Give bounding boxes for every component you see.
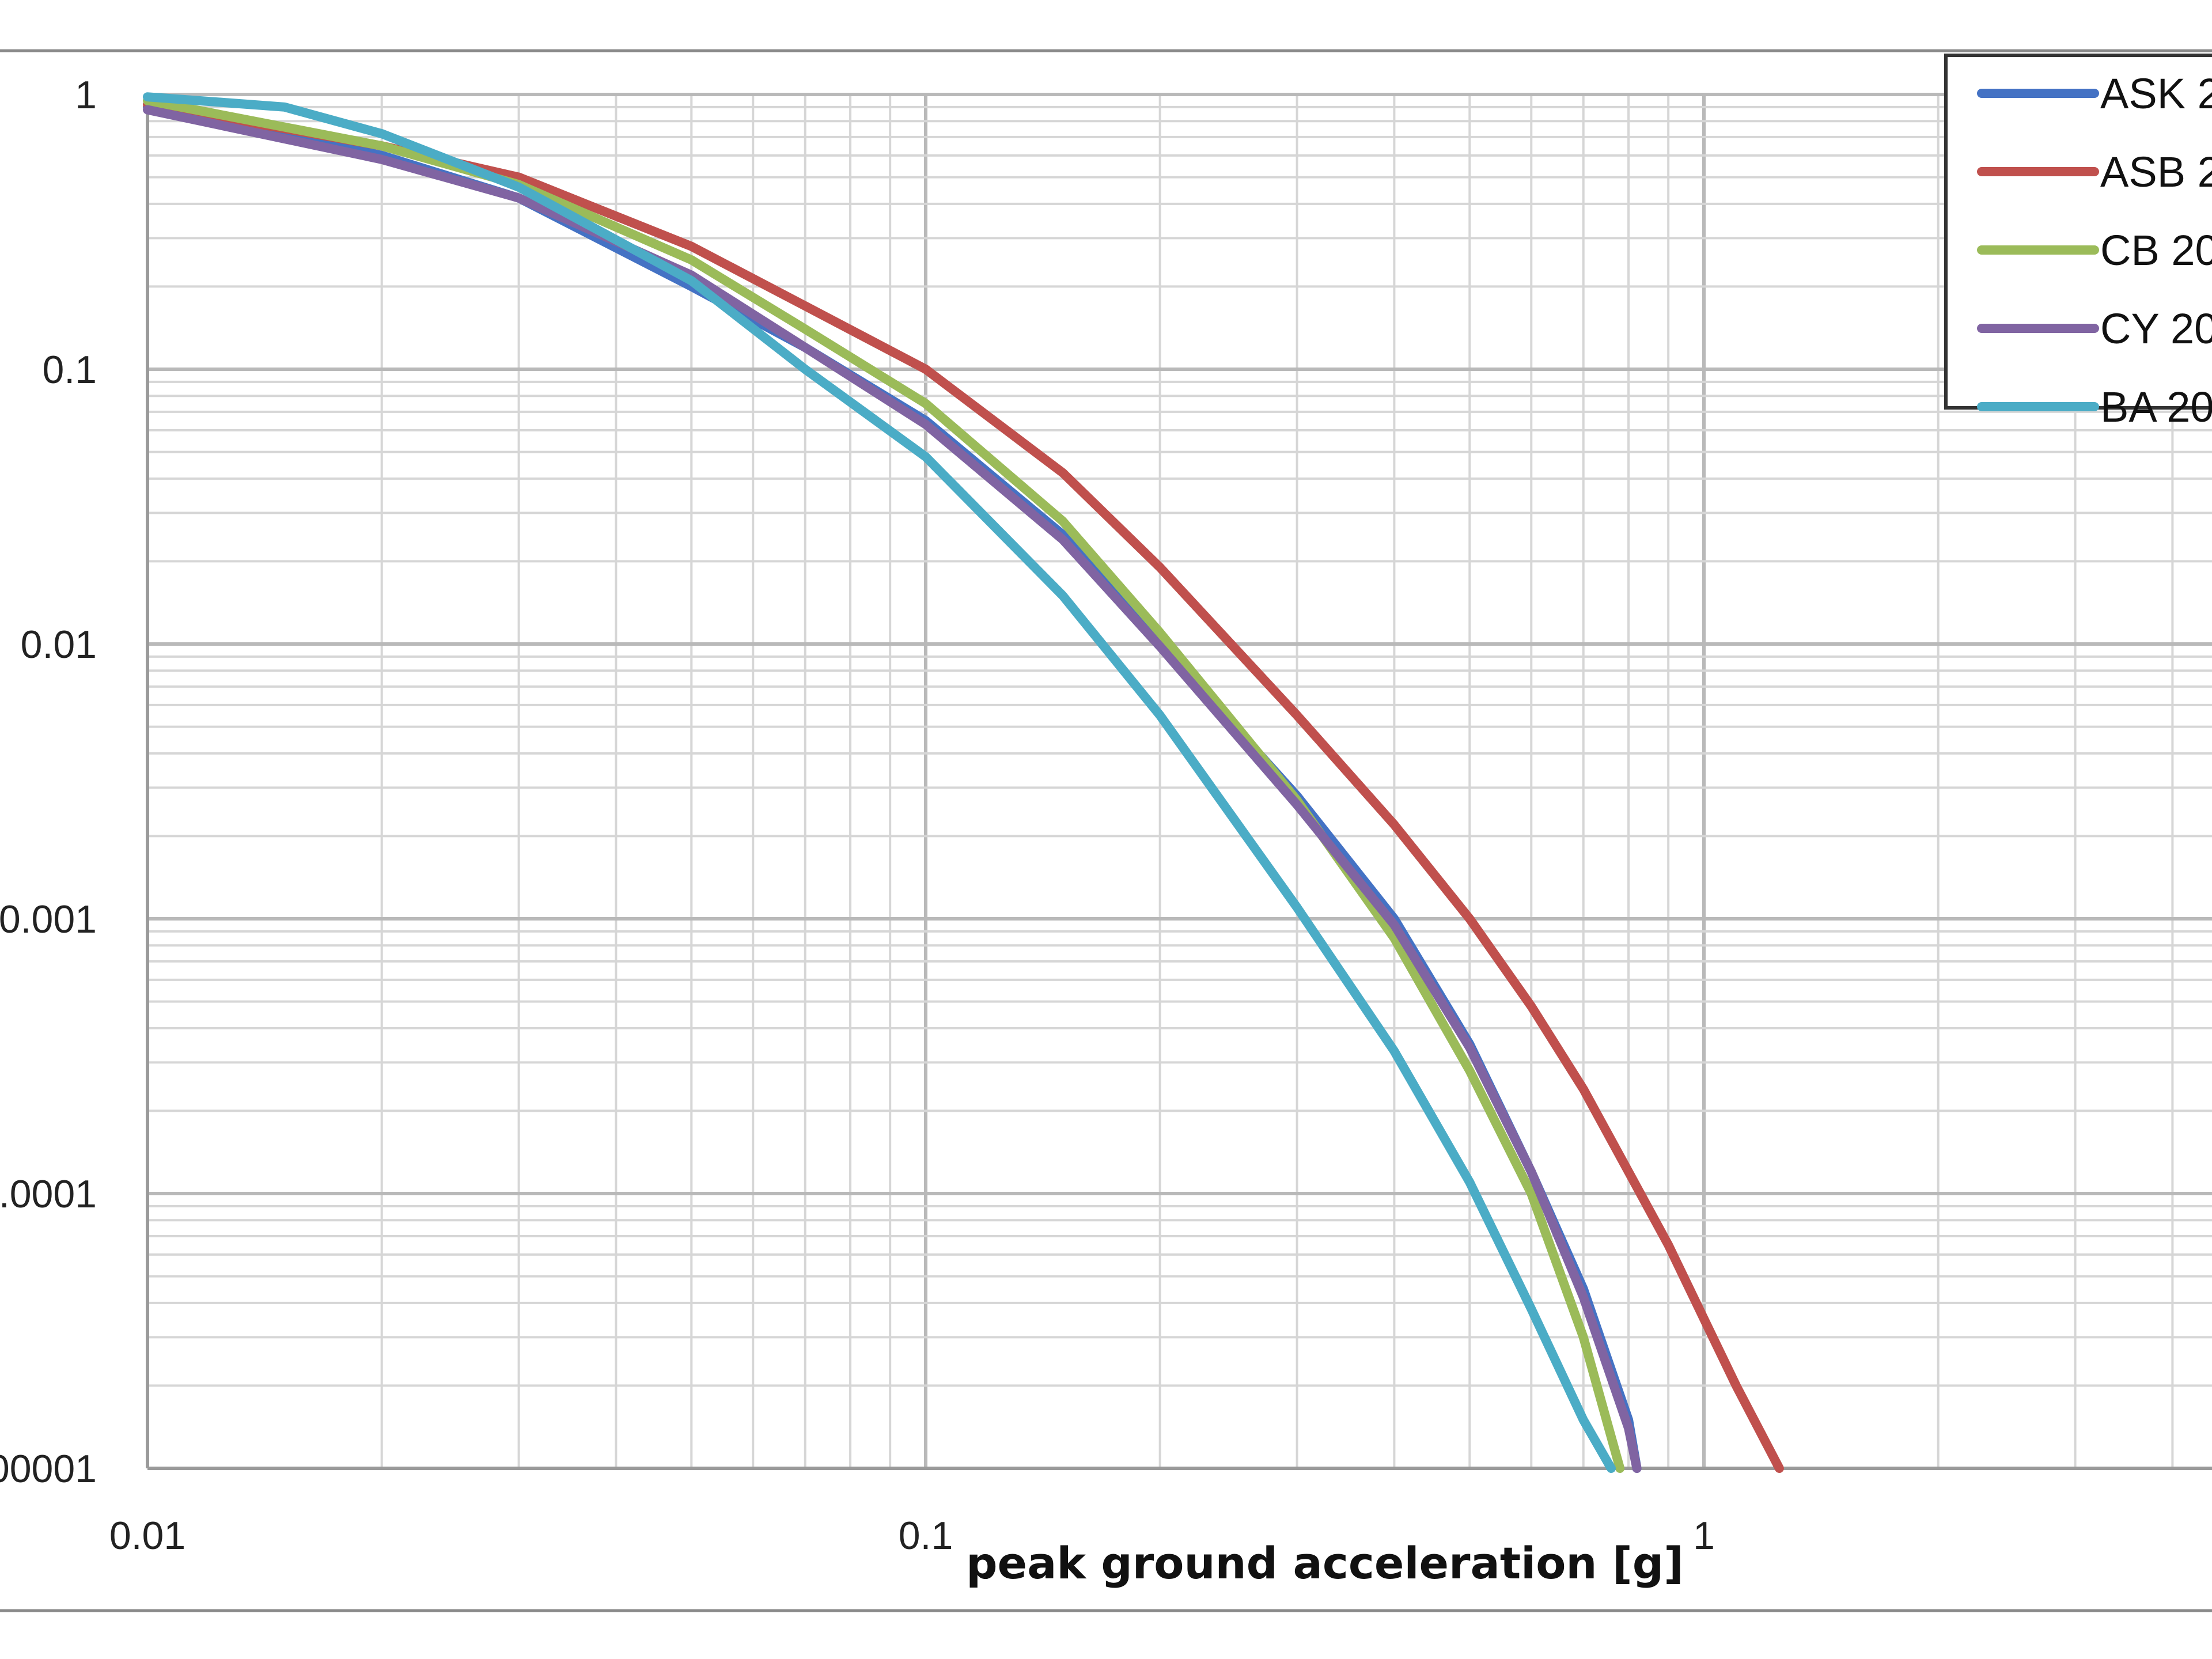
y-tick-label: 0.1 xyxy=(42,348,97,392)
legend-label: BA 20 xyxy=(2100,383,2212,431)
chart-frame xyxy=(0,49,2212,1612)
y-tick-label: 0.001 xyxy=(0,897,97,941)
y-tick-label: 0.00001 xyxy=(0,1447,97,1491)
series-line-3 xyxy=(143,96,1625,1473)
legend: ASK 2 ASB 2 CB 20 CY 20 BA 20 xyxy=(1944,54,2212,431)
tick-labels: 0.01 0.1 1 0.00001 0.0001 0.001 0.01 0.1 1 xyxy=(0,73,1715,1558)
legend-label: CB 20 xyxy=(2100,226,2212,274)
x-tick-label: 1 xyxy=(1693,1514,1715,1558)
series-line-5 xyxy=(143,92,1616,1473)
y-tick-label: 0.01 xyxy=(21,623,97,666)
x-tick-label: 0.01 xyxy=(109,1514,185,1558)
series-line-4 xyxy=(143,105,1642,1473)
series-lines xyxy=(143,92,1784,1473)
series-line-2 xyxy=(143,100,1784,1473)
y-tick-label: 1 xyxy=(75,73,97,117)
x-axis-title: peak ground acceleration [g] xyxy=(966,1537,1684,1589)
grid xyxy=(146,93,2212,1470)
y-tick-label: 0.0001 xyxy=(0,1172,97,1216)
x-tick-label: 0.1 xyxy=(899,1514,953,1558)
axes xyxy=(146,94,2212,1470)
legend-label: ASK 2 xyxy=(2100,70,2212,118)
legend-label: ASB 2 xyxy=(2100,148,2212,196)
legend-label: CY 20 xyxy=(2100,305,2212,353)
